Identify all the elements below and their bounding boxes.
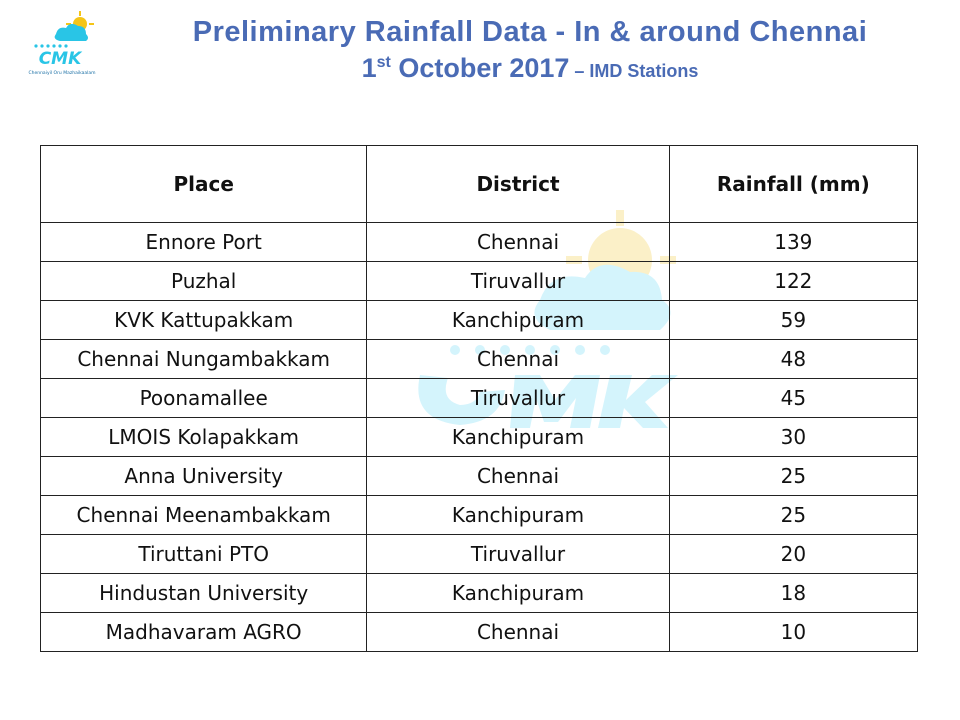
table-row: Chennai Nungambakkam Chennai 48 xyxy=(39,339,919,379)
cell-place: LMOIS Kolapakkam xyxy=(39,417,368,457)
page-title: Preliminary Rainfall Data - In & around … xyxy=(110,14,950,89)
table-row: Hindustan University Kanchipuram 18 xyxy=(39,573,919,613)
cell-rainfall: 45 xyxy=(668,378,919,418)
title-date-rest: October 2017 xyxy=(390,53,570,83)
cmk-logo: CMK Chennaiyil Oru Mazhaikaalam xyxy=(24,11,96,85)
cell-place: Chennai Meenambakkam xyxy=(39,495,368,535)
cell-rainfall: 122 xyxy=(668,261,919,301)
table-row: Anna University Chennai 25 xyxy=(39,456,919,496)
title-line1: Preliminary Rainfall Data - In & around … xyxy=(192,16,868,48)
cell-rainfall: 18 xyxy=(668,573,919,613)
cell-place: Tiruttani PTO xyxy=(39,534,368,574)
header-place: Place xyxy=(39,145,368,223)
cell-district: Tiruvallur xyxy=(366,378,670,418)
cell-rainfall: 25 xyxy=(668,456,919,496)
table-row: Puzhal Tiruvallur 122 xyxy=(39,261,919,301)
cell-place: KVK Kattupakkam xyxy=(39,300,368,340)
cell-district: Chennai xyxy=(366,456,670,496)
cell-rainfall: 30 xyxy=(668,417,919,457)
table-row: Poonamallee Tiruvallur 45 xyxy=(39,378,919,418)
cell-district: Tiruvallur xyxy=(366,261,670,301)
logo-text: CMK xyxy=(39,49,83,69)
cell-rainfall: 59 xyxy=(668,300,919,340)
title-date-sup: st xyxy=(376,54,391,71)
cell-rainfall: 20 xyxy=(668,534,919,574)
cell-place: Chennai Nungambakkam xyxy=(39,339,368,379)
cell-rainfall: 48 xyxy=(668,339,919,379)
title-date-num: 1 xyxy=(361,53,377,83)
cell-place: Poonamallee xyxy=(39,378,368,418)
logo-subtext: Chennaiyil Oru Mazhaikaalam xyxy=(28,70,95,76)
table-row: Ennore Port Chennai 139 xyxy=(39,222,919,262)
table-row: Madhavaram AGRO Chennai 10 xyxy=(39,612,919,652)
cell-place: Ennore Port xyxy=(39,222,368,262)
header-district: District xyxy=(366,145,670,223)
cell-district: Chennai xyxy=(366,222,670,262)
cell-place: Puzhal xyxy=(39,261,368,301)
table-row: Chennai Meenambakkam Kanchipuram 25 xyxy=(39,495,919,535)
cell-district: Kanchipuram xyxy=(366,417,670,457)
cell-rainfall: 10 xyxy=(668,612,919,652)
cell-rainfall: 25 xyxy=(668,495,919,535)
cell-district: Kanchipuram xyxy=(366,300,670,340)
table-row: Tiruttani PTO Tiruvallur 20 xyxy=(39,534,919,574)
title-suffix: – IMD Stations xyxy=(569,61,699,81)
cell-district: Kanchipuram xyxy=(366,573,670,613)
cell-place: Anna University xyxy=(39,456,368,496)
cell-district: Chennai xyxy=(366,612,670,652)
cell-rainfall: 139 xyxy=(668,222,919,262)
header-rainfall: Rainfall (mm) xyxy=(668,145,919,223)
table-row: LMOIS Kolapakkam Kanchipuram 30 xyxy=(39,417,919,457)
cell-place: Hindustan University xyxy=(39,573,368,613)
rainfall-table: Place District Rainfall (mm) Ennore Port… xyxy=(39,145,919,652)
title-line2: 1st October 2017 – IMD Stations xyxy=(110,50,950,89)
cell-district: Tiruvallur xyxy=(366,534,670,574)
table-row: KVK Kattupakkam Kanchipuram 59 xyxy=(39,300,919,340)
cell-district: Kanchipuram xyxy=(366,495,670,535)
table-header-row: Place District Rainfall (mm) xyxy=(39,145,919,223)
cell-place: Madhavaram AGRO xyxy=(39,612,368,652)
cell-district: Chennai xyxy=(366,339,670,379)
